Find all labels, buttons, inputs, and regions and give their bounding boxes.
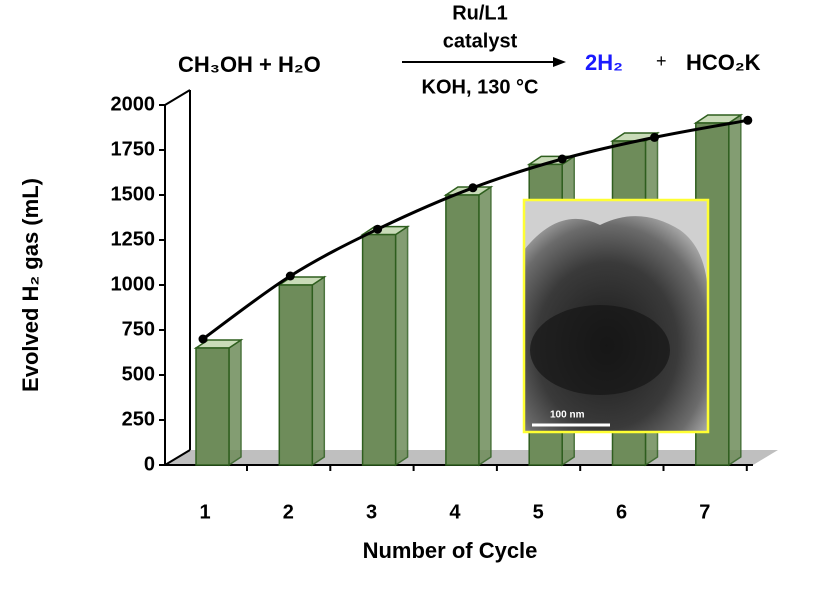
bar <box>443 185 494 467</box>
particle-core <box>530 305 670 395</box>
catalyst-label: Ru/L1 <box>452 2 508 24</box>
bar <box>360 225 411 467</box>
bar-side <box>228 338 242 467</box>
y-tick-label: 500 <box>122 363 155 385</box>
conditions-label: KOH, 130 °C <box>422 76 539 98</box>
x-axis-label: Number of Cycle <box>363 538 538 563</box>
x-tick-label: 6 <box>616 501 627 523</box>
plus: + <box>656 51 667 71</box>
x-tick-label: 1 <box>199 501 210 523</box>
line-point <box>650 132 659 142</box>
product: 2H₂ <box>585 50 623 75</box>
y-tick-label: 0 <box>144 453 155 475</box>
line-point <box>743 115 753 125</box>
reactants: CH₃OH + H₂O <box>178 52 321 77</box>
y-tick-label: 2000 <box>111 93 156 115</box>
x-tick-label: 5 <box>533 501 544 523</box>
bar-side <box>728 113 742 467</box>
y-tick-label: 1750 <box>111 138 156 160</box>
inset: 100 nm <box>522 198 710 434</box>
inset-border <box>522 198 710 434</box>
line-point <box>557 154 567 164</box>
y-tick-label: 1000 <box>111 273 156 295</box>
x-tick-label: 3 <box>366 501 377 523</box>
line-point <box>468 183 478 193</box>
y-tick-label: 1500 <box>111 183 156 205</box>
scale-bar-label: 100 nm <box>550 410 585 421</box>
bar-side <box>478 185 492 467</box>
y-tick-label: 250 <box>122 408 155 430</box>
product: HCO₂K <box>686 50 761 75</box>
y-tick-label: 1250 <box>111 228 156 250</box>
catalyst-label: catalyst <box>443 30 518 52</box>
x-tick-label: 4 <box>449 501 461 523</box>
arrow-head <box>553 57 566 67</box>
line-point <box>198 334 208 344</box>
x-tick-label: 7 <box>699 501 710 523</box>
bar <box>276 275 327 467</box>
line-point <box>373 224 383 234</box>
wall-edge <box>164 89 191 106</box>
x-tick-label: 2 <box>283 501 294 523</box>
line-point <box>285 271 295 281</box>
bar-front <box>361 233 397 466</box>
bar <box>193 338 244 467</box>
bar-side <box>394 225 409 467</box>
axis-edge <box>164 449 191 466</box>
bar-side <box>311 275 326 467</box>
y-tick-label: 750 <box>122 318 155 340</box>
bar-front <box>195 347 230 466</box>
y-axis-label: Evolved H₂ gas (mL) <box>18 178 43 392</box>
bar-front <box>445 194 480 466</box>
bar-front <box>278 284 314 466</box>
